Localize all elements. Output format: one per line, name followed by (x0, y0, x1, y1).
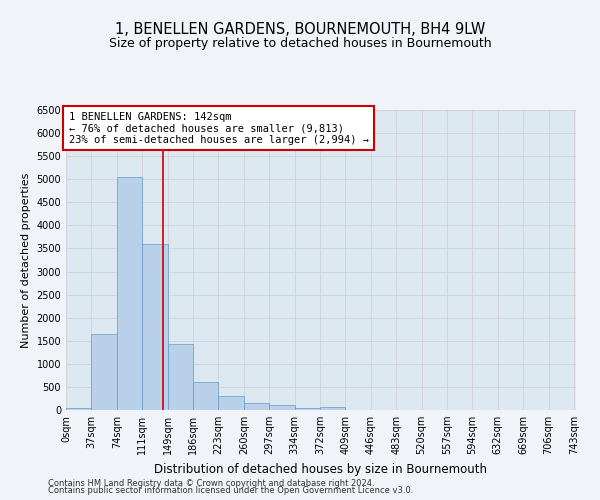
Bar (218, 396, 244, 410)
Bar (66, 408, 91, 410)
X-axis label: Distribution of detached houses by size in Bournemouth: Distribution of detached houses by size … (155, 462, 487, 475)
Bar (244, 403, 269, 410)
Text: 1, BENELLEN GARDENS, BOURNEMOUTH, BH4 9LW: 1, BENELLEN GARDENS, BOURNEMOUTH, BH4 9L… (115, 22, 485, 38)
Bar (91, 334, 117, 410)
Text: Contains HM Land Registry data © Crown copyright and database right 2024.: Contains HM Land Registry data © Crown c… (48, 478, 374, 488)
Bar (117, 177, 142, 410)
Bar (142, 244, 167, 410)
Bar (295, 408, 320, 410)
Bar (167, 344, 193, 410)
Text: Contains public sector information licensed under the Open Government Licence v3: Contains public sector information licen… (48, 486, 413, 495)
Text: 1 BENELLEN GARDENS: 142sqm
← 76% of detached houses are smaller (9,813)
23% of s: 1 BENELLEN GARDENS: 142sqm ← 76% of deta… (68, 112, 368, 144)
Bar (269, 406, 295, 410)
Y-axis label: Number of detached properties: Number of detached properties (21, 172, 31, 348)
Bar (320, 407, 346, 410)
Text: Size of property relative to detached houses in Bournemouth: Size of property relative to detached ho… (109, 38, 491, 51)
Bar (193, 382, 218, 410)
